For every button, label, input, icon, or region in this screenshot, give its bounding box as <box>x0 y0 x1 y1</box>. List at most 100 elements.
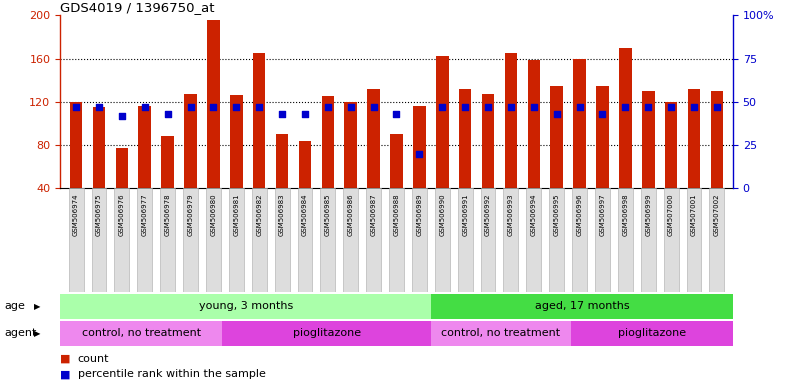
Bar <box>366 188 381 292</box>
Bar <box>320 188 336 292</box>
Bar <box>504 188 518 292</box>
Bar <box>619 48 632 188</box>
Text: control, no treatment: control, no treatment <box>441 328 561 338</box>
Bar <box>550 86 563 188</box>
Bar <box>344 102 357 188</box>
Text: GDS4019 / 1396750_at: GDS4019 / 1396750_at <box>60 1 215 14</box>
Point <box>276 111 288 117</box>
Point <box>436 104 449 110</box>
Text: GSM506986: GSM506986 <box>348 194 354 236</box>
Text: GSM507002: GSM507002 <box>714 194 720 236</box>
Bar <box>459 89 472 188</box>
Bar <box>184 94 197 188</box>
Point <box>619 104 632 110</box>
Bar <box>457 188 473 292</box>
Bar <box>60 294 431 319</box>
Bar <box>549 188 564 292</box>
Point <box>642 104 654 110</box>
Text: GSM506996: GSM506996 <box>577 194 582 236</box>
Bar <box>686 188 702 292</box>
Bar <box>710 188 724 292</box>
Bar <box>253 53 265 188</box>
Text: GSM506987: GSM506987 <box>371 194 376 236</box>
Text: GSM507001: GSM507001 <box>691 194 697 236</box>
Bar <box>570 321 733 346</box>
Text: young, 3 months: young, 3 months <box>199 301 293 311</box>
Point <box>230 104 243 110</box>
Text: count: count <box>78 354 109 364</box>
Bar <box>344 188 358 292</box>
Text: pioglitazone: pioglitazone <box>618 328 686 338</box>
Point <box>161 111 174 117</box>
Bar <box>160 188 175 292</box>
Text: GSM506989: GSM506989 <box>417 194 422 236</box>
Bar <box>368 89 380 188</box>
Text: age: age <box>4 301 25 311</box>
Bar <box>223 321 431 346</box>
Text: GSM506999: GSM506999 <box>646 194 651 236</box>
Point <box>93 104 106 110</box>
Text: GSM506998: GSM506998 <box>622 194 628 236</box>
Bar <box>641 188 656 292</box>
Text: GSM506988: GSM506988 <box>393 194 400 236</box>
Point <box>390 111 403 117</box>
Text: GSM506984: GSM506984 <box>302 194 308 236</box>
Bar <box>70 102 83 188</box>
Bar <box>595 188 610 292</box>
Text: GSM506995: GSM506995 <box>553 194 560 236</box>
Point <box>687 104 700 110</box>
Text: GSM507000: GSM507000 <box>668 194 674 236</box>
Point <box>344 104 357 110</box>
Text: GSM506981: GSM506981 <box>233 194 239 236</box>
Bar <box>710 91 723 188</box>
Bar <box>91 188 107 292</box>
Point <box>321 104 334 110</box>
Bar <box>412 188 427 292</box>
Bar <box>230 95 243 188</box>
Point <box>710 104 723 110</box>
Point <box>550 111 563 117</box>
Text: aged, 17 months: aged, 17 months <box>535 301 630 311</box>
Bar <box>505 53 517 188</box>
Text: GSM506994: GSM506994 <box>531 194 537 236</box>
Bar <box>115 188 129 292</box>
Bar <box>252 188 267 292</box>
Bar <box>618 188 633 292</box>
Bar <box>207 20 219 188</box>
Text: pioglitazone: pioglitazone <box>293 328 361 338</box>
Text: GSM506997: GSM506997 <box>599 194 606 236</box>
Point <box>505 104 517 110</box>
Point <box>481 104 494 110</box>
Point <box>527 104 540 110</box>
Bar <box>229 188 244 292</box>
Text: GSM506993: GSM506993 <box>508 194 514 236</box>
Text: GSM506991: GSM506991 <box>462 194 468 236</box>
Text: GSM506977: GSM506977 <box>142 194 147 236</box>
Text: ▶: ▶ <box>34 302 40 311</box>
Bar <box>276 134 288 188</box>
Text: GSM506983: GSM506983 <box>279 194 285 236</box>
Bar <box>642 91 654 188</box>
Point <box>596 111 609 117</box>
Bar <box>436 56 449 188</box>
Point <box>207 104 219 110</box>
Bar <box>69 188 83 292</box>
Bar <box>688 89 700 188</box>
Point <box>665 104 678 110</box>
Text: GSM506978: GSM506978 <box>165 194 171 236</box>
Bar <box>297 188 312 292</box>
Bar <box>574 59 586 188</box>
Text: GSM506985: GSM506985 <box>325 194 331 236</box>
Text: GSM506975: GSM506975 <box>96 194 102 236</box>
Bar <box>528 60 540 188</box>
Point <box>574 104 586 110</box>
Bar <box>60 321 223 346</box>
Bar <box>389 188 404 292</box>
Point <box>367 104 380 110</box>
Bar <box>139 106 151 188</box>
Bar <box>299 141 312 188</box>
Bar <box>206 188 221 292</box>
Bar <box>572 188 587 292</box>
Text: GSM506990: GSM506990 <box>439 194 445 236</box>
Text: agent: agent <box>4 328 36 338</box>
